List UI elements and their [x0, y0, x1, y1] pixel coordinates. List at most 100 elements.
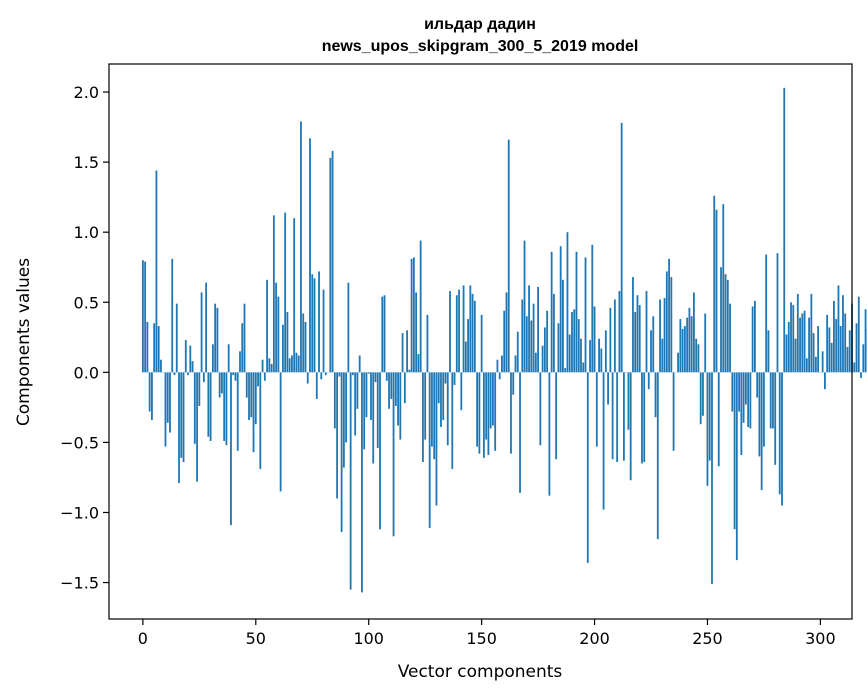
- bar: [476, 372, 479, 447]
- bar: [419, 240, 422, 373]
- bar: [514, 355, 517, 373]
- bar: [609, 307, 612, 373]
- bar: [293, 218, 296, 373]
- bar: [593, 306, 596, 373]
- bar: [250, 372, 253, 418]
- bar: [634, 312, 637, 373]
- bar: [270, 363, 273, 373]
- bar: [431, 372, 433, 447]
- bar: [464, 341, 467, 373]
- bar: [591, 244, 594, 373]
- bar: [539, 372, 542, 446]
- bar: [383, 295, 386, 373]
- bar: [211, 344, 214, 373]
- bar: [532, 303, 535, 373]
- x-tick-label: 100: [353, 629, 384, 648]
- bar: [844, 313, 847, 373]
- bar: [232, 372, 235, 376]
- bar: [433, 372, 436, 460]
- bar: [760, 372, 763, 491]
- bar: [141, 260, 144, 373]
- bar: [503, 310, 506, 373]
- bar: [501, 355, 503, 373]
- bar: [187, 372, 189, 376]
- bar: [453, 372, 456, 385]
- bar: [422, 372, 424, 463]
- bar: [862, 344, 865, 373]
- bar: [855, 323, 858, 373]
- bar: [647, 372, 650, 390]
- y-tick-label: −1.0: [60, 503, 99, 522]
- bar: [374, 372, 377, 383]
- bar: [643, 372, 646, 463]
- bar: [214, 303, 217, 373]
- bar: [733, 372, 736, 530]
- bar: [239, 351, 241, 373]
- bar: [286, 312, 289, 373]
- bar: [632, 277, 634, 373]
- bar: [394, 372, 397, 406]
- bar: [765, 254, 768, 373]
- bar: [281, 324, 284, 373]
- bar: [302, 313, 305, 373]
- bar: [713, 195, 716, 373]
- x-axis-ticks: 0 50 100 150 200 250 300: [138, 619, 836, 648]
- bar: [397, 372, 399, 426]
- bar: [417, 354, 420, 373]
- bar: [510, 372, 512, 454]
- bar: [681, 328, 684, 373]
- bar: [521, 299, 524, 373]
- bar: [440, 372, 442, 427]
- x-tick-label: 150: [466, 629, 497, 648]
- bar: [562, 279, 564, 373]
- bar: [772, 372, 774, 429]
- bar: [248, 372, 250, 420]
- bar: [659, 299, 661, 373]
- bar: [607, 372, 609, 405]
- bar: [455, 295, 458, 373]
- bar: [196, 372, 198, 482]
- bar: [848, 330, 851, 373]
- bar: [577, 319, 580, 373]
- bar: [519, 372, 521, 493]
- bar: [333, 372, 336, 429]
- bar: [146, 321, 149, 373]
- bar: [668, 258, 670, 373]
- bar: [654, 372, 657, 418]
- bar: [686, 317, 689, 373]
- bar: [695, 338, 698, 373]
- bar: [347, 282, 350, 373]
- bar: [613, 299, 616, 373]
- bar: [690, 316, 693, 373]
- bar: [410, 258, 413, 373]
- bar: [324, 372, 327, 376]
- bar: [749, 372, 752, 429]
- bar: [672, 372, 675, 451]
- bar: [758, 372, 761, 457]
- bar: [697, 344, 700, 373]
- y-tick-label: 1.5: [74, 153, 99, 172]
- bar: [469, 285, 472, 373]
- bar: [783, 87, 786, 373]
- bar: [641, 372, 643, 464]
- bar: [571, 312, 573, 373]
- y-tick-label: −0.5: [60, 433, 99, 452]
- bar: [202, 372, 205, 383]
- bar: [198, 372, 201, 406]
- bar: [620, 122, 623, 373]
- bar: [706, 372, 709, 486]
- bar: [236, 372, 239, 451]
- bar: [223, 372, 226, 441]
- bar: [636, 295, 639, 373]
- bar: [790, 302, 792, 373]
- bar: [726, 279, 729, 373]
- bar: [824, 372, 826, 390]
- bar: [516, 331, 519, 373]
- bar: [182, 372, 185, 463]
- y-tick-label: 2.0: [74, 83, 99, 102]
- bar: [860, 372, 862, 378]
- bar: [336, 372, 338, 499]
- bar: [216, 307, 219, 373]
- bar: [543, 327, 546, 373]
